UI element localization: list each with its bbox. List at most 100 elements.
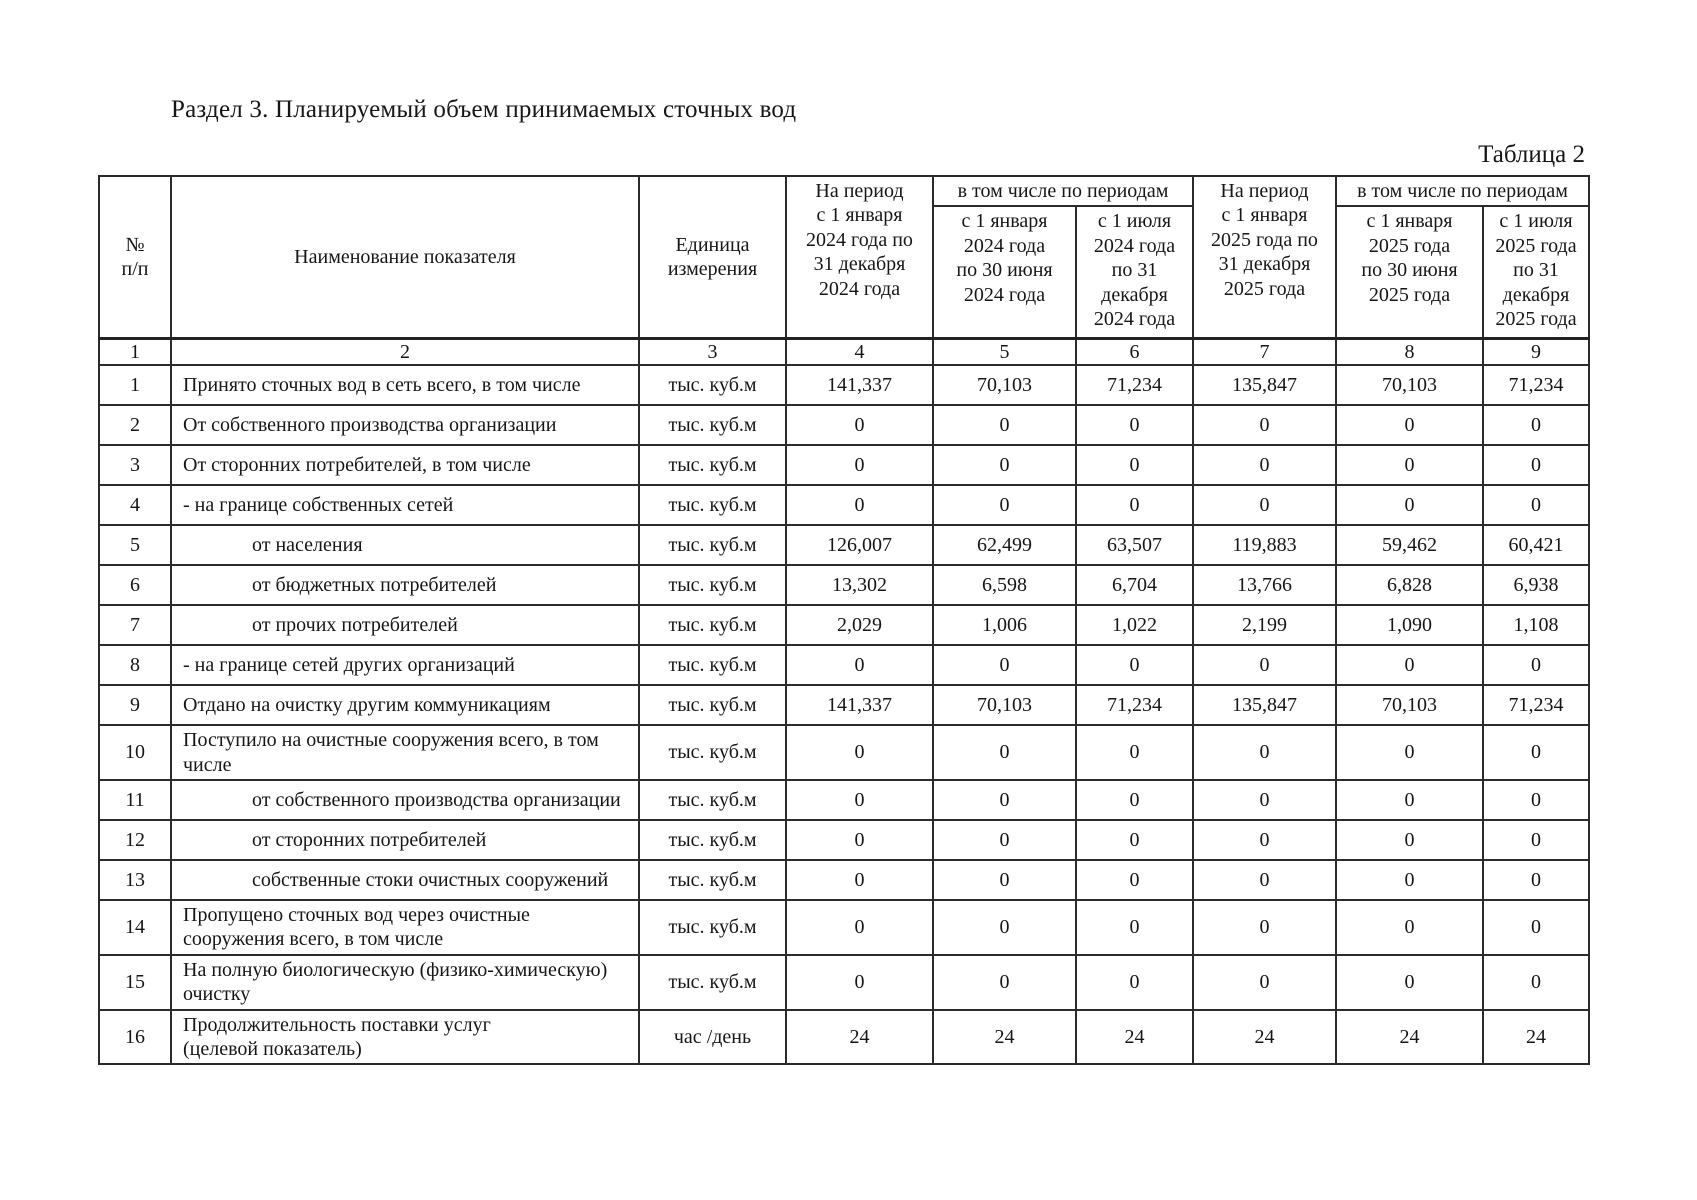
row-number-cell: 12 <box>98 819 172 862</box>
value-cell: 6,938 <box>1482 564 1590 607</box>
value-cell: 0 <box>1075 444 1194 487</box>
value-cell: 119,883 <box>1192 524 1337 567</box>
column-index-cell: 3 <box>638 336 787 367</box>
value-cell: 24 <box>932 1008 1077 1066</box>
value-cell: 0 <box>785 779 934 822</box>
indicator-name-cell: От сторонних потребителей, в том числе <box>170 444 640 487</box>
value-cell: 0 <box>1335 953 1484 1011</box>
value-cell: 70,103 <box>932 684 1077 727</box>
header-period-2024: На период с 1 января 2024 года по 31 дек… <box>785 174 934 340</box>
indicator-name-cell: Принято сточных вод в сеть всего, в том … <box>170 364 640 407</box>
value-cell: 0 <box>1335 444 1484 487</box>
row-number-cell: 4 <box>98 484 172 527</box>
column-index-cell: 6 <box>1075 336 1194 367</box>
value-cell: 0 <box>1335 859 1484 902</box>
value-cell: 0 <box>785 819 934 862</box>
table-row: 3 От сторонних потребителей, в том числе… <box>98 444 1590 487</box>
value-cell: 0 <box>932 819 1077 862</box>
unit-cell: тыс. куб.м <box>638 404 787 447</box>
unit-cell: тыс. куб.м <box>638 779 787 822</box>
value-cell: 0 <box>1075 644 1194 687</box>
value-cell: 6,828 <box>1335 564 1484 607</box>
table-row: 15 На полную биологическую (физико-химич… <box>98 953 1590 1011</box>
header-group-2024: в том числе по периодам <box>932 174 1194 208</box>
row-number-cell: 8 <box>98 644 172 687</box>
table-header: № п/п Наименование показателя Единица из… <box>98 174 1590 367</box>
row-number-cell: 15 <box>98 953 172 1011</box>
value-cell: 0 <box>1482 779 1590 822</box>
header-half2-2025: с 1 июля 2025 года по 31 декабря 2025 го… <box>1482 205 1590 340</box>
value-cell: 70,103 <box>1335 364 1484 407</box>
unit-cell: тыс. куб.м <box>638 724 787 782</box>
value-cell: 24 <box>1335 1008 1484 1066</box>
indicator-name-cell: - на границе собственных сетей <box>170 484 640 527</box>
row-number-cell: 6 <box>98 564 172 607</box>
value-cell: 135,847 <box>1192 684 1337 727</box>
indicator-name-cell: На полную биологическую (физико-химическ… <box>170 953 640 1011</box>
table-row: 13 собственные стоки очистных сооружений… <box>98 859 1590 902</box>
value-cell: 70,103 <box>932 364 1077 407</box>
value-cell: 0 <box>1482 859 1590 902</box>
value-cell: 0 <box>932 859 1077 902</box>
row-number-cell: 7 <box>98 604 172 647</box>
value-cell: 0 <box>785 644 934 687</box>
value-cell: 24 <box>1192 1008 1337 1066</box>
unit-cell: тыс. куб.м <box>638 604 787 647</box>
table-row: 1 Принято сточных вод в сеть всего, в то… <box>98 364 1590 407</box>
table-row: 12 от сторонних потребителей тыс. куб.м … <box>98 819 1590 862</box>
planned-wastewater-table: № п/п Наименование показателя Единица из… <box>98 174 1590 1066</box>
value-cell: 24 <box>785 1008 934 1066</box>
value-cell: 0 <box>1192 444 1337 487</box>
table-row: 4 - на границе собственных сетей тыс. ку… <box>98 484 1590 527</box>
unit-cell: тыс. куб.м <box>638 644 787 687</box>
unit-cell: тыс. куб.м <box>638 564 787 607</box>
table-row: 14 Пропущено сточных вод через очистные … <box>98 899 1590 956</box>
row-number-cell: 5 <box>98 524 172 567</box>
value-cell: 0 <box>785 859 934 902</box>
value-cell: 70,103 <box>1335 684 1484 727</box>
value-cell: 0 <box>785 484 934 527</box>
value-cell: 24 <box>1075 1008 1194 1066</box>
table-row: 6 от бюджетных потребителей тыс. куб.м 1… <box>98 564 1590 607</box>
value-cell: 1,108 <box>1482 604 1590 647</box>
value-cell: 0 <box>1482 819 1590 862</box>
value-cell: 0 <box>785 444 934 487</box>
value-cell: 0 <box>932 404 1077 447</box>
value-cell: 0 <box>932 444 1077 487</box>
value-cell: 0 <box>1335 724 1484 782</box>
value-cell: 0 <box>785 404 934 447</box>
indicator-name-cell: от сторонних потребителей <box>170 819 640 862</box>
value-cell: 0 <box>1482 404 1590 447</box>
value-cell: 0 <box>1482 899 1590 956</box>
value-cell: 0 <box>1335 819 1484 862</box>
table-body: 1 Принято сточных вод в сеть всего, в то… <box>98 364 1590 1066</box>
value-cell: 126,007 <box>785 524 934 567</box>
unit-cell: час /день <box>638 1008 787 1066</box>
column-index-row: 1 2 3 4 5 6 7 8 9 <box>98 336 1590 367</box>
column-index-cell: 1 <box>98 336 172 367</box>
header-half1-2025: с 1 января 2025 года по 30 июня 2025 год… <box>1335 205 1484 340</box>
table-row: 10 Поступило на очистные сооружения всег… <box>98 724 1590 782</box>
header-half1-2024: с 1 января 2024 года по 30 июня 2024 год… <box>932 205 1077 340</box>
value-cell: 0 <box>1075 724 1194 782</box>
value-cell: 0 <box>932 484 1077 527</box>
table-row: 7 от прочих потребителей тыс. куб.м 2,02… <box>98 604 1590 647</box>
value-cell: 0 <box>1192 724 1337 782</box>
value-cell: 0 <box>785 953 934 1011</box>
value-cell: 0 <box>1482 484 1590 527</box>
section-title: Раздел 3. Планируемый объем принимаемых … <box>171 96 797 123</box>
value-cell: 71,234 <box>1482 364 1590 407</box>
value-cell: 0 <box>1192 644 1337 687</box>
value-cell: 0 <box>1075 819 1194 862</box>
value-cell: 0 <box>785 899 934 956</box>
value-cell: 0 <box>1192 819 1337 862</box>
unit-cell: тыс. куб.м <box>638 899 787 956</box>
value-cell: 13,302 <box>785 564 934 607</box>
value-cell: 0 <box>1075 953 1194 1011</box>
header-group-2025: в том числе по периодам <box>1335 174 1590 208</box>
value-cell: 0 <box>1192 953 1337 1011</box>
value-cell: 0 <box>932 779 1077 822</box>
value-cell: 0 <box>1075 859 1194 902</box>
table-row: 8 - на границе сетей других организаций … <box>98 644 1590 687</box>
